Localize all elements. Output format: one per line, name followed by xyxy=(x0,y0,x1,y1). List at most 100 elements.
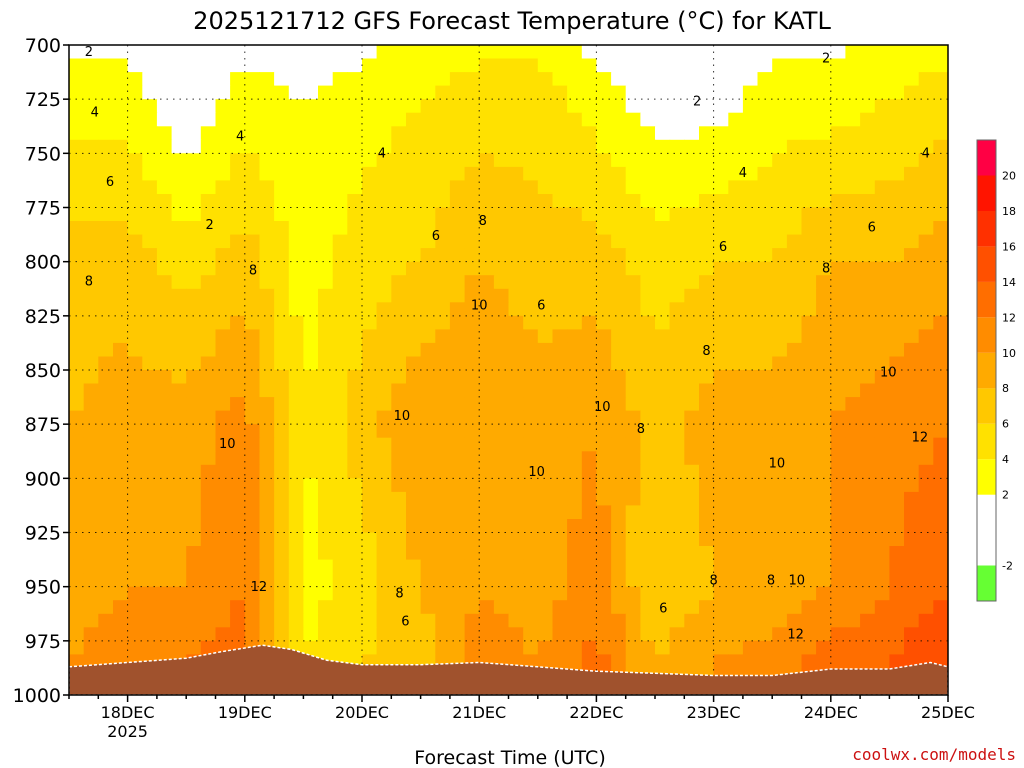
heat-cell xyxy=(83,234,99,249)
heat-cell xyxy=(332,207,348,222)
heat-cell xyxy=(171,505,187,520)
heat-cell xyxy=(215,180,231,195)
heat-cell xyxy=(845,424,861,439)
heat-cell xyxy=(713,640,729,655)
heat-cell xyxy=(918,139,934,154)
heat-cell xyxy=(347,478,363,493)
heat-cell xyxy=(142,180,158,195)
heat-cell xyxy=(200,370,217,385)
heat-cell xyxy=(845,58,861,73)
heat-cell xyxy=(786,370,803,385)
heat-cell xyxy=(376,640,392,655)
heat-cell xyxy=(493,410,510,425)
heat-cell xyxy=(669,45,685,60)
heat-cell xyxy=(288,424,304,439)
heat-cell xyxy=(391,72,407,87)
heat-cell xyxy=(537,194,554,209)
heat-cell xyxy=(288,532,304,547)
heat-cell xyxy=(113,126,129,141)
heat-cell xyxy=(611,85,627,100)
heat-cell xyxy=(318,58,334,73)
heat-cell xyxy=(362,519,378,534)
heat-cell xyxy=(200,85,217,100)
heat-cell xyxy=(127,275,143,290)
heat-cell xyxy=(552,261,568,276)
heat-cell xyxy=(904,573,920,588)
heat-cell xyxy=(479,288,495,303)
heat-cell xyxy=(186,478,202,493)
heat-cell xyxy=(757,302,773,317)
heat-cell xyxy=(669,302,685,317)
heat-cell xyxy=(362,261,378,276)
heat-cell xyxy=(728,342,744,357)
heat-cell xyxy=(786,58,803,73)
heat-cell xyxy=(156,613,173,628)
heat-cell xyxy=(567,194,583,209)
heat-cell xyxy=(523,573,539,588)
heat-cell xyxy=(581,627,597,642)
heat-cell xyxy=(772,275,788,290)
heat-cell xyxy=(288,275,304,290)
heat-cell xyxy=(786,505,803,520)
heat-cell xyxy=(259,166,275,181)
contour-label: 8 xyxy=(479,214,487,229)
heat-cell xyxy=(171,383,187,398)
heat-cell xyxy=(391,139,407,154)
heat-cell xyxy=(274,112,290,127)
heat-cell xyxy=(801,613,817,628)
heat-cell xyxy=(376,275,392,290)
heat-cell xyxy=(156,546,173,561)
heat-cell xyxy=(230,410,246,425)
heat-cell xyxy=(552,302,568,317)
heat-cell xyxy=(874,207,890,222)
heat-cell xyxy=(523,207,539,222)
heat-cell xyxy=(625,275,641,290)
heat-cell xyxy=(69,85,85,100)
heat-cell xyxy=(537,85,554,100)
heat-cell xyxy=(288,248,304,263)
heat-cell xyxy=(318,424,334,439)
heat-cell xyxy=(230,329,246,344)
heat-cell xyxy=(142,139,158,154)
heat-cell xyxy=(98,112,114,127)
heat-cell xyxy=(69,532,85,547)
heat-cell xyxy=(274,248,290,263)
heat-cell xyxy=(860,302,876,317)
heat-cell xyxy=(742,207,759,222)
heat-cell xyxy=(362,410,378,425)
heat-cell xyxy=(552,356,568,371)
heat-cell xyxy=(142,451,158,466)
heat-cell xyxy=(83,383,99,398)
heat-cell xyxy=(244,166,261,181)
heat-cell xyxy=(904,370,920,385)
heat-cell xyxy=(171,85,187,100)
heat-cell xyxy=(596,519,612,534)
heat-cell xyxy=(757,640,773,655)
heat-cell xyxy=(933,194,948,209)
heat-cell xyxy=(830,180,846,195)
heat-cell xyxy=(889,139,905,154)
heat-cell xyxy=(332,573,348,588)
heat-cell xyxy=(757,207,773,222)
heat-cell xyxy=(127,627,143,642)
heat-cell xyxy=(596,464,612,479)
heat-cell xyxy=(757,424,773,439)
heat-cell xyxy=(581,546,597,561)
heat-cell xyxy=(596,139,612,154)
heat-cell xyxy=(98,275,114,290)
heat-cell xyxy=(933,85,948,100)
heat-cell xyxy=(699,627,715,642)
heat-cell xyxy=(113,288,129,303)
heat-cell xyxy=(244,112,261,127)
heat-cell xyxy=(625,451,641,466)
heat-cell xyxy=(83,600,99,615)
heat-cell xyxy=(801,505,817,520)
heat-cell xyxy=(874,559,890,574)
heat-cell xyxy=(186,627,202,642)
heat-cell xyxy=(186,329,202,344)
heat-cell xyxy=(171,234,187,249)
heat-cell xyxy=(83,99,99,114)
heat-cell xyxy=(493,464,510,479)
heat-cell xyxy=(127,451,143,466)
heat-cell xyxy=(376,248,392,263)
